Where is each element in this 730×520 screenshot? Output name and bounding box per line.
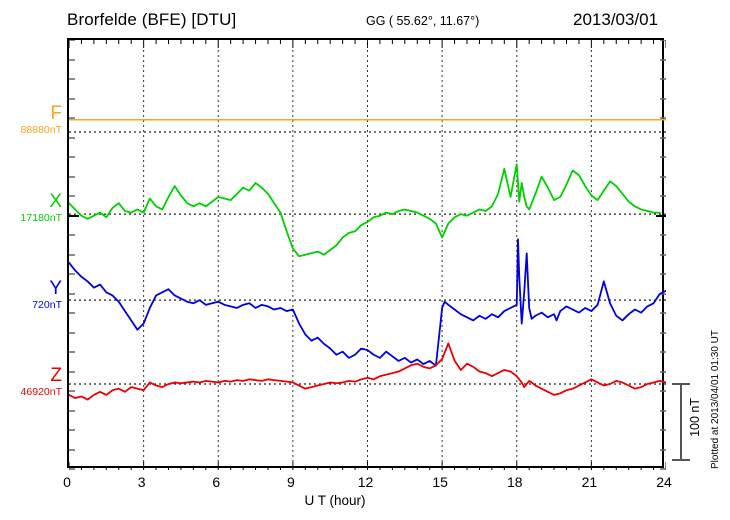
component-symbol-z: Z [50, 365, 62, 386]
component-baseline-x: 17180nT [20, 212, 62, 224]
component-label-z: Z 46920nT [0, 366, 62, 398]
component-baseline-f: 88880nT [20, 124, 62, 136]
component-label-f: F 88880nT [0, 104, 62, 136]
x-tick-label-18: 18 [506, 474, 523, 490]
scale-bar [672, 383, 690, 461]
component-symbol-x: X [49, 191, 62, 212]
component-label-y: Y 720nT [0, 279, 62, 311]
x-tick-label-15: 15 [432, 474, 448, 490]
scale-bar-stem [680, 383, 682, 461]
component-symbol-y: Y [49, 278, 62, 299]
x-tick-label-0: 0 [63, 474, 71, 490]
magnetogram-plot-area [67, 38, 666, 470]
scale-bar-bottom-cap [672, 459, 690, 461]
component-symbol-f: F [50, 103, 62, 124]
x-tick-label-12: 12 [357, 474, 374, 490]
scale-bar-label: 100 nT [688, 398, 702, 437]
station-title: Brorfelde (BFE) [DTU] [67, 10, 237, 29]
x-tick-label-21: 21 [581, 474, 598, 490]
x-tick-label-3: 3 [137, 474, 146, 490]
component-baseline-y: 720nT [32, 299, 62, 311]
plot-timestamp: Plotted at 2013/04/01 01:30 UT [710, 330, 721, 469]
magnetogram-traces [69, 40, 666, 470]
x-tick-label-9: 9 [286, 474, 295, 490]
x-tick-label-6: 6 [212, 474, 221, 490]
component-baseline-z: 46920nT [20, 386, 62, 398]
component-label-x: X 17180nT [0, 192, 62, 224]
x-axis-title: U T (hour) [0, 493, 730, 508]
x-tick-label-24: 24 [656, 474, 672, 490]
geographic-coordinates: GG ( 55.62°, 11.67°) [366, 14, 480, 28]
x-axis-title-text: U T (hour) [304, 493, 366, 508]
observation-date: 2013/03/01 [573, 10, 659, 29]
